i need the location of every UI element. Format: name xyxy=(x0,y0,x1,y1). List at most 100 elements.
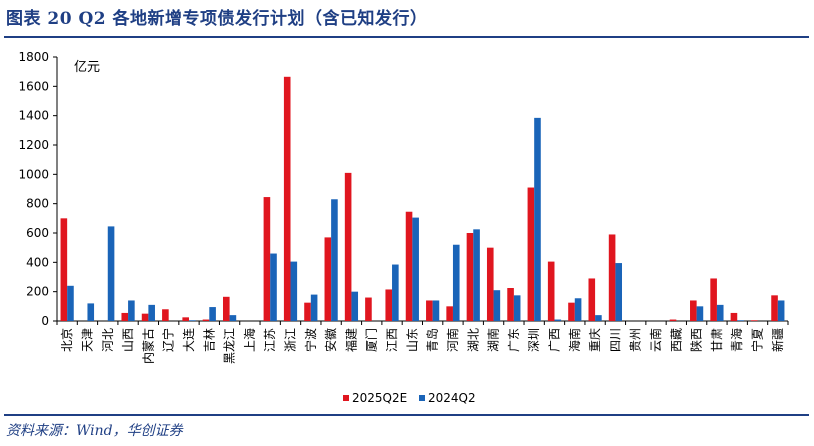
bar-2024Q2-宁波 xyxy=(310,294,318,321)
x-tick-label: 宁夏 xyxy=(750,328,765,352)
bar-2025Q2E-江西 xyxy=(385,289,393,321)
bar-2024Q2-四川 xyxy=(615,263,623,321)
bar-2025Q2E-青岛 xyxy=(426,300,433,321)
legend-swatch xyxy=(419,395,425,401)
title-rule xyxy=(4,36,809,38)
bars xyxy=(60,76,785,321)
bar-2025Q2E-江苏 xyxy=(263,197,271,321)
bar-2025Q2E-北京 xyxy=(60,218,68,321)
bar-2024Q2-内蒙古 xyxy=(148,304,155,321)
y-tick-label: 0 xyxy=(41,314,49,328)
bar-2025Q2E-宁夏 xyxy=(750,320,758,321)
bar-2024Q2-湖南 xyxy=(493,290,501,321)
x-tick-label: 福建 xyxy=(343,328,358,352)
x-tick-label: 内蒙古 xyxy=(140,328,155,364)
y-tick-label: 1600 xyxy=(18,79,49,93)
bar-2024Q2-吉林 xyxy=(209,307,216,321)
bar-2024Q2-青岛 xyxy=(432,300,440,321)
x-tick-label: 宁波 xyxy=(303,328,318,352)
x-tick-label: 甘肃 xyxy=(710,328,724,352)
bar-2024Q2-浙江 xyxy=(290,261,298,321)
x-tick-label: 四川 xyxy=(608,328,622,352)
x-tick-label: 浙江 xyxy=(284,328,298,352)
x-tick-label: 天津 xyxy=(80,328,94,352)
x-tick-label: 江苏 xyxy=(263,328,277,352)
bar-2025Q2E-四川 xyxy=(608,234,616,321)
bar-2025Q2E-福建 xyxy=(344,172,352,321)
bar-2024Q2-江苏 xyxy=(270,253,277,321)
bar-2025Q2E-湖南 xyxy=(486,247,494,321)
bar-2025Q2E-湖北 xyxy=(466,233,474,321)
bar-2024Q2-甘肃 xyxy=(716,304,724,321)
bar-2025Q2E-西藏 xyxy=(669,319,677,321)
x-tick-label: 湖南 xyxy=(486,328,501,352)
bar-2024Q2-河南 xyxy=(452,244,460,321)
x-tick-label: 辽宁 xyxy=(161,328,176,352)
bar-2024Q2-山西 xyxy=(128,300,135,321)
legend-label: 2024Q2 xyxy=(428,391,476,405)
x-tick-label: 陕西 xyxy=(689,328,704,352)
x-tick-label: 青海 xyxy=(729,328,744,352)
bar-2025Q2E-宁波 xyxy=(304,302,311,321)
legend-swatch xyxy=(343,395,349,401)
x-tick-label: 广西 xyxy=(547,328,561,352)
bar-2025Q2E-海南 xyxy=(568,302,575,321)
x-tick-label: 山东 xyxy=(405,328,419,352)
x-tick-label: 贵州 xyxy=(629,328,643,352)
source-rule xyxy=(4,414,809,416)
y-tick-label: 400 xyxy=(26,255,49,269)
bar-2024Q2-重庆 xyxy=(595,315,602,321)
x-tick-label: 深圳 xyxy=(527,328,541,352)
bar-2025Q2E-吉林 xyxy=(202,319,210,321)
x-tick-label: 西藏 xyxy=(669,328,683,352)
bar-2025Q2E-大连 xyxy=(182,317,189,321)
bar-2024Q2-北京 xyxy=(67,285,74,321)
bar-2025Q2E-辽宁 xyxy=(162,309,169,321)
bar-2024Q2-天津 xyxy=(87,303,95,321)
legend-label: 2025Q2E xyxy=(352,391,407,405)
x-tick-label: 北京 xyxy=(60,328,74,352)
x-axis: 北京 天津 河北 山西 内蒙古 辽宁 大连 吉林 黑龙江 上海 江苏 浙江 宁波 安徽 福建 厦门 江西 山东 青岛… xyxy=(56,320,789,364)
x-tick-label: 广东 xyxy=(507,328,521,352)
x-tick-label: 山西 xyxy=(121,328,135,352)
bar-2024Q2-广东 xyxy=(513,295,521,321)
bar-2024Q2-河北 xyxy=(107,226,115,321)
bar-2024Q2-新疆 xyxy=(777,300,785,321)
bar-2024Q2-黑龙江 xyxy=(229,315,237,321)
x-tick-label: 大连 xyxy=(181,328,196,352)
bar-2025Q2E-山东 xyxy=(405,211,413,321)
x-tick-label: 吉林 xyxy=(202,328,216,352)
x-tick-label: 海南 xyxy=(567,328,582,352)
bar-2024Q2-湖北 xyxy=(473,229,480,321)
x-tick-label: 重庆 xyxy=(588,328,602,352)
bar-2024Q2-深圳 xyxy=(534,117,541,321)
x-tick-label: 新疆 xyxy=(770,328,785,352)
x-tick-label: 安徽 xyxy=(323,328,338,352)
x-tick-label: 河南 xyxy=(445,328,460,352)
bar-2024Q2-广西 xyxy=(554,319,562,321)
bar-chart: 0 200 400 600 800 1000 1200 1400 1600 1800 亿元 北京 天津… xyxy=(18,50,789,405)
y-axis: 0 200 400 600 800 1000 1200 1400 1600 1800 亿元 xyxy=(18,50,100,328)
bar-2025Q2E-深圳 xyxy=(527,187,535,321)
source-note: 资料来源：Wind，华创证券 xyxy=(6,423,183,439)
bar-2025Q2E-广西 xyxy=(547,261,555,321)
y-tick-label: 1200 xyxy=(18,138,49,152)
x-tick-label: 湖北 xyxy=(465,328,480,352)
legend: 2025Q2E 2024Q2 xyxy=(343,391,476,405)
bar-2024Q2-青海 xyxy=(737,320,744,321)
bar-2025Q2E-河南 xyxy=(446,306,453,321)
bar-2025Q2E-重庆 xyxy=(588,278,596,321)
x-tick-label: 青岛 xyxy=(425,328,440,352)
y-tick-label: 1400 xyxy=(18,109,49,123)
bar-2025Q2E-陕西 xyxy=(690,300,697,321)
y-tick-label: 1000 xyxy=(18,167,49,181)
bar-2025Q2E-内蒙古 xyxy=(141,313,149,321)
y-unit-label: 亿元 xyxy=(74,60,100,75)
x-tick-label: 河北 xyxy=(101,328,115,352)
figure-title: 图表 20 Q2 各地新增专项债发行计划（含已知发行） xyxy=(6,9,428,29)
x-tick-label: 黑龙江 xyxy=(223,328,237,364)
bar-2024Q2-安徽 xyxy=(331,199,338,321)
bar-2025Q2E-新疆 xyxy=(771,295,778,321)
x-tick-label: 上海 xyxy=(242,328,257,352)
bar-2025Q2E-黑龙江 xyxy=(222,296,230,321)
